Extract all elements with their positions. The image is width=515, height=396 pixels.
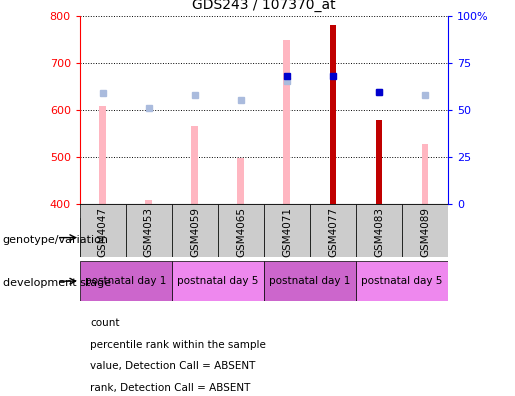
Title: GDS243 / 107370_at: GDS243 / 107370_at: [192, 0, 336, 12]
Bar: [375, 120, 383, 204]
Bar: [330, 25, 336, 204]
Text: GSM4059: GSM4059: [190, 207, 200, 257]
Bar: [172, 204, 218, 257]
Bar: [422, 144, 428, 204]
Text: GSM4065: GSM4065: [236, 207, 246, 257]
Bar: [356, 261, 448, 301]
Bar: [310, 204, 356, 257]
Text: postnatal day 1: postnatal day 1: [269, 276, 351, 286]
Text: GSM4077: GSM4077: [328, 207, 338, 257]
Text: GSM4089: GSM4089: [420, 207, 430, 257]
Bar: [126, 204, 172, 257]
Text: GSM4047: GSM4047: [98, 207, 108, 257]
Bar: [402, 204, 448, 257]
Text: count: count: [90, 318, 119, 328]
Text: postnatal day 1: postnatal day 1: [85, 276, 166, 286]
Text: percentile rank within the sample: percentile rank within the sample: [90, 339, 266, 350]
Bar: [264, 204, 310, 257]
Bar: [264, 218, 448, 257]
Bar: [99, 106, 106, 204]
Bar: [237, 158, 245, 204]
Text: value, Detection Call = ABSENT: value, Detection Call = ABSENT: [90, 361, 255, 371]
Bar: [375, 120, 383, 204]
Text: postnatal day 5: postnatal day 5: [177, 276, 259, 286]
Text: GSM4071: GSM4071: [282, 207, 292, 257]
Bar: [192, 126, 198, 204]
Bar: [264, 261, 356, 301]
Text: genotype/variation: genotype/variation: [3, 234, 109, 245]
Bar: [80, 204, 126, 257]
Text: rank, Detection Call = ABSENT: rank, Detection Call = ABSENT: [90, 383, 250, 393]
Text: development stage: development stage: [3, 278, 111, 288]
Text: GSM4083: GSM4083: [374, 207, 384, 257]
Text: wild type: wild type: [146, 232, 197, 243]
Bar: [218, 204, 264, 257]
Text: postnatal day 5: postnatal day 5: [362, 276, 443, 286]
Bar: [172, 261, 264, 301]
Bar: [283, 40, 290, 204]
Bar: [356, 204, 402, 257]
Text: mutant fibrillin-1 deficient: mutant fibrillin-1 deficient: [283, 232, 429, 243]
Bar: [80, 261, 172, 301]
Bar: [80, 218, 264, 257]
Text: GSM4053: GSM4053: [144, 207, 154, 257]
Bar: [145, 200, 152, 204]
